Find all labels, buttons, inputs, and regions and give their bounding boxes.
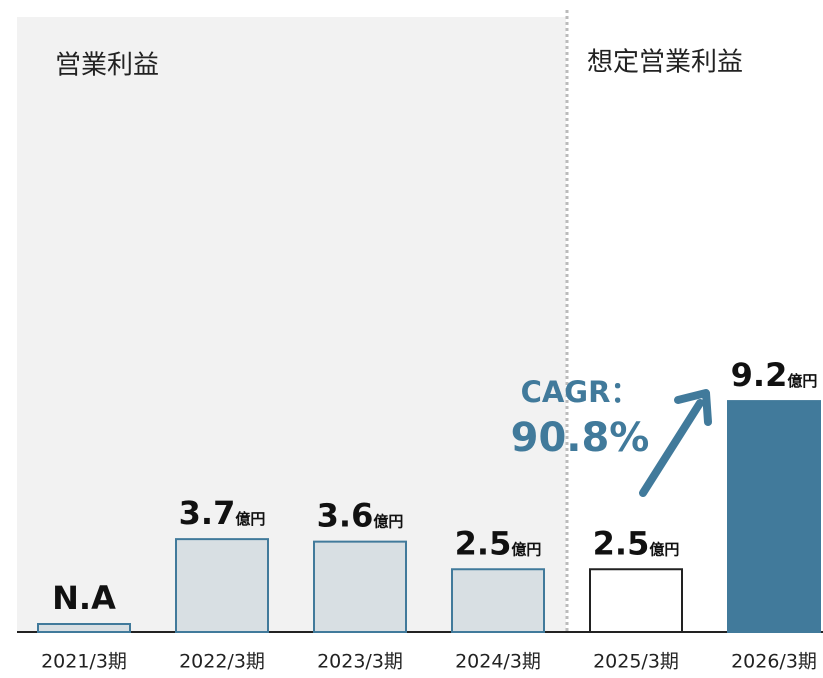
section-title: 営業利益	[55, 51, 159, 81]
cagr-value: 90.8%	[511, 415, 650, 461]
cagr-label: CAGR：	[521, 375, 640, 409]
value-number: 2.5	[455, 524, 512, 562]
value-unit: 億円	[787, 372, 817, 390]
value-unit: 億円	[649, 540, 679, 558]
value-label: 3.7億円	[179, 494, 266, 532]
bar	[727, 400, 821, 633]
value-label: 2.5億円	[455, 524, 542, 562]
bar	[451, 568, 545, 633]
bar	[175, 538, 269, 634]
value-unit: 億円	[235, 510, 265, 528]
value-unit: 億円	[511, 540, 541, 558]
x-tick-label: 2023/3期	[317, 651, 403, 673]
x-tick-label: 2024/3期	[455, 651, 541, 673]
value-number: 9.2	[731, 356, 788, 394]
na-bar	[37, 623, 131, 633]
value-number: N.A	[52, 579, 116, 617]
bar	[313, 540, 407, 634]
value-label: 9.2億円	[731, 356, 818, 394]
value-number: 2.5	[593, 524, 650, 562]
value-label: 3.6億円	[317, 497, 404, 535]
x-tick-label: 2021/3期	[41, 651, 127, 673]
arrow	[639, 399, 704, 497]
value-number: 3.6	[317, 497, 374, 535]
bar	[589, 568, 683, 633]
section-title: 想定営業利益	[587, 48, 743, 78]
arrow-head	[674, 389, 712, 426]
x-tick-label: 2022/3期	[179, 651, 265, 673]
value-number: 3.7	[179, 494, 236, 532]
value-label: 2.5億円	[593, 524, 680, 562]
actual-region	[17, 17, 566, 632]
x-tick-label: 2025/3期	[593, 651, 679, 673]
x-tick-label: 2026/3期	[731, 651, 817, 673]
value-unit: 億円	[373, 512, 403, 530]
value-label: N.A	[52, 579, 116, 617]
